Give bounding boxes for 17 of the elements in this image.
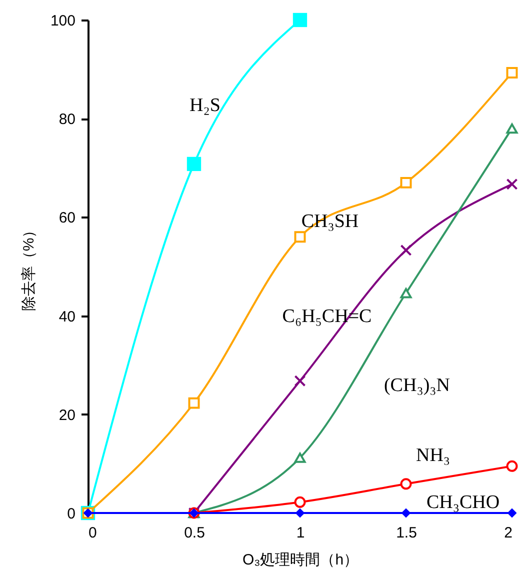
series-label: (CH₃)₃N	[384, 375, 450, 396]
x-tick-label: 1.5	[396, 524, 417, 542]
y-tick-label: 80	[58, 111, 76, 128]
y-tick-label: 60	[58, 210, 76, 227]
x-tick-label: 2	[504, 524, 512, 542]
y-axis-title: 除去率（%）	[20, 222, 38, 312]
x-tick-label: 0	[88, 524, 97, 542]
x-tick-label: 1	[296, 524, 305, 542]
x-axis-title: O₃処理時間（h）	[242, 552, 359, 568]
series-label: CH₃CHO	[426, 492, 500, 513]
series-label: NH₃	[416, 445, 450, 466]
y-tick-label: 40	[58, 308, 76, 326]
series-label: H₂S	[190, 94, 220, 116]
x-tick-label: 0.5	[184, 524, 205, 542]
y-tick-label: 0	[67, 506, 76, 522]
y-tick-label: 20	[58, 406, 76, 424]
y-tick-label: 100	[50, 12, 76, 30]
